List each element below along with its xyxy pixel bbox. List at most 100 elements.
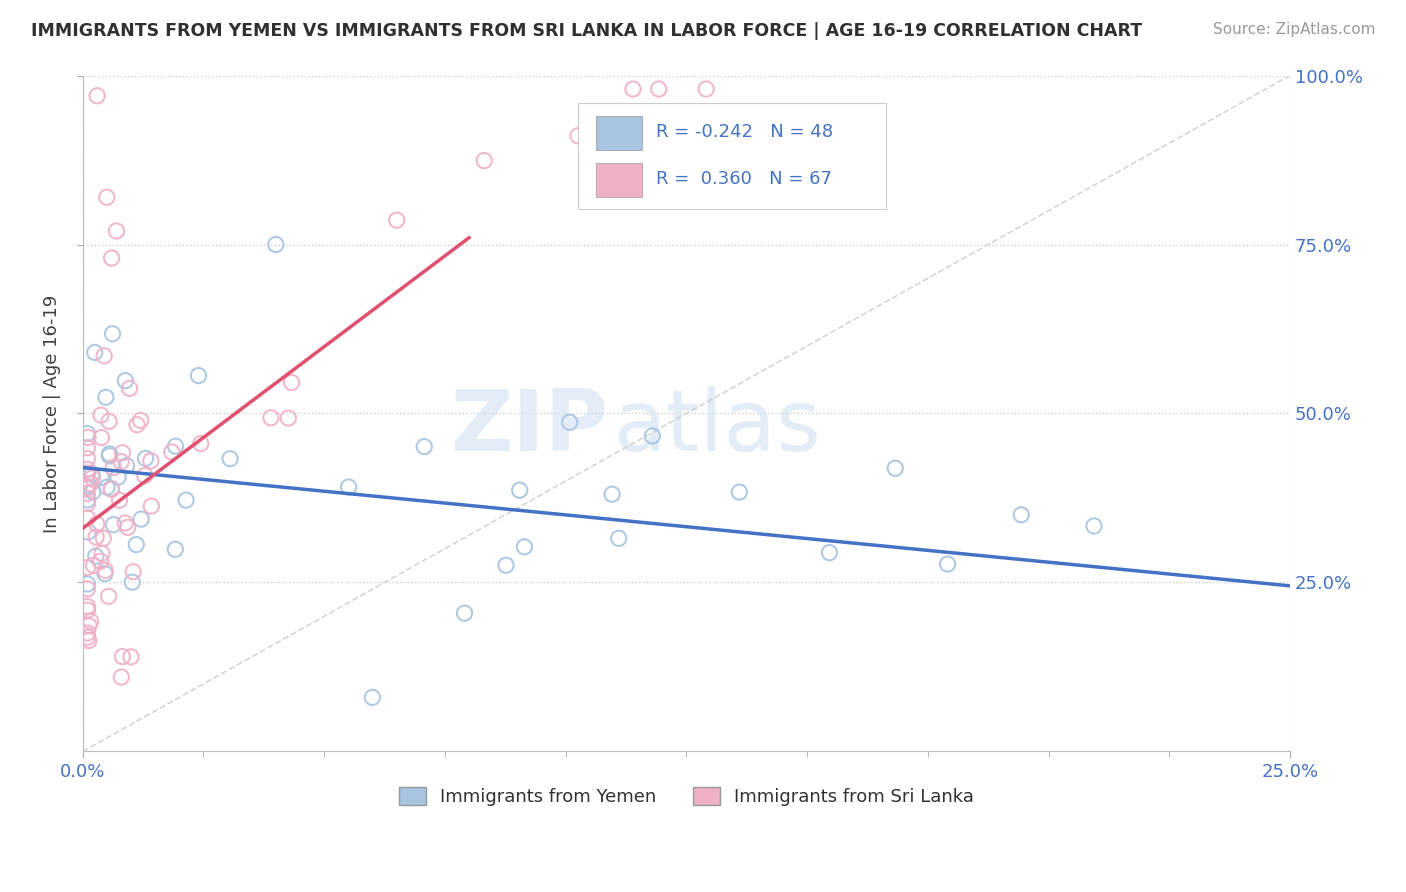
Point	[626, 110, 648, 124]
Point	[728, 485, 751, 500]
Point	[509, 483, 531, 498]
Text: R =  0.360   N = 67: R = 0.360 N = 67	[657, 170, 832, 188]
Point	[77, 430, 100, 444]
Point	[117, 520, 139, 534]
Point	[657, 170, 679, 185]
Point	[1083, 519, 1105, 533]
Point	[76, 497, 98, 511]
Point	[100, 482, 122, 496]
Point	[101, 326, 124, 341]
Point	[79, 476, 101, 491]
Point	[82, 484, 104, 499]
Point	[77, 619, 100, 633]
Point	[76, 467, 98, 481]
Point	[337, 480, 360, 494]
Point	[121, 575, 143, 590]
Point	[135, 451, 157, 466]
Point	[110, 670, 132, 684]
Point	[513, 540, 536, 554]
Point	[76, 486, 98, 500]
Point	[98, 447, 121, 461]
Point	[80, 467, 103, 482]
Point	[76, 480, 98, 494]
Text: R = -0.242   N = 48: R = -0.242 N = 48	[657, 122, 834, 141]
Point	[96, 480, 118, 494]
Point	[76, 492, 98, 507]
Point	[165, 439, 187, 453]
Text: atlas: atlas	[614, 385, 823, 468]
Point	[90, 554, 112, 568]
Point	[82, 558, 104, 573]
Point	[98, 449, 121, 463]
Point	[129, 413, 152, 427]
Point	[76, 582, 98, 596]
Point	[558, 415, 581, 429]
Point	[111, 649, 134, 664]
Point	[120, 649, 142, 664]
Point	[453, 606, 475, 620]
Point	[495, 558, 517, 573]
Point	[90, 470, 112, 484]
Point	[100, 482, 122, 496]
Point	[472, 153, 495, 168]
Point	[76, 462, 98, 476]
Point	[385, 213, 408, 227]
Point	[90, 431, 112, 445]
Point	[76, 511, 98, 525]
FancyBboxPatch shape	[596, 163, 641, 197]
Point	[94, 566, 117, 581]
Point	[76, 451, 98, 466]
Point	[277, 411, 299, 425]
Point	[607, 532, 630, 546]
Point	[76, 560, 98, 574]
Point	[97, 589, 120, 603]
Point	[94, 564, 117, 578]
Point	[165, 542, 187, 557]
Point	[110, 454, 132, 468]
Point	[567, 128, 589, 143]
Point	[641, 429, 664, 443]
Point	[280, 376, 302, 390]
Point	[187, 368, 209, 383]
Point	[600, 487, 623, 501]
Point	[141, 499, 163, 513]
Point	[125, 417, 148, 432]
Point	[76, 441, 98, 455]
Point	[115, 458, 138, 473]
Point	[91, 532, 114, 546]
Y-axis label: In Labor Force | Age 16-19: In Labor Force | Age 16-19	[44, 294, 60, 533]
Point	[86, 516, 108, 531]
Point	[884, 461, 907, 475]
Point	[602, 134, 624, 148]
Point	[108, 493, 131, 508]
Point	[1010, 508, 1032, 522]
Point	[134, 468, 156, 483]
Point	[103, 517, 125, 532]
Point	[77, 633, 100, 648]
Point	[90, 546, 112, 560]
Point	[94, 390, 117, 404]
Point	[98, 414, 121, 428]
Point	[139, 454, 162, 468]
Point	[125, 538, 148, 552]
Point	[413, 440, 436, 454]
Point	[76, 626, 98, 640]
Point	[90, 408, 112, 422]
Point	[174, 493, 197, 508]
Text: ZIP: ZIP	[450, 385, 607, 468]
Point	[76, 599, 98, 614]
Point	[264, 237, 287, 252]
Point	[260, 410, 283, 425]
Point	[76, 603, 98, 617]
Point	[107, 470, 129, 484]
Point	[114, 374, 136, 388]
Point	[82, 471, 104, 485]
Point	[76, 480, 98, 494]
Point	[936, 557, 959, 571]
Point	[114, 516, 136, 530]
Point	[105, 224, 128, 238]
Legend: Immigrants from Yemen, Immigrants from Sri Lanka: Immigrants from Yemen, Immigrants from S…	[391, 780, 981, 814]
Text: IMMIGRANTS FROM YEMEN VS IMMIGRANTS FROM SRI LANKA IN LABOR FORCE | AGE 16-19 CO: IMMIGRANTS FROM YEMEN VS IMMIGRANTS FROM…	[31, 22, 1142, 40]
Point	[84, 549, 107, 563]
Point	[361, 690, 384, 705]
